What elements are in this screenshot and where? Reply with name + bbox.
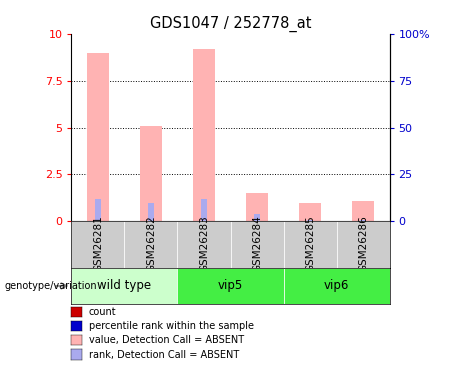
Bar bbox=[230, 221, 284, 268]
Bar bbox=[284, 221, 337, 268]
Bar bbox=[352, 201, 373, 221]
Text: GSM26283: GSM26283 bbox=[199, 215, 209, 272]
Bar bbox=[71, 221, 124, 268]
Bar bbox=[284, 268, 390, 304]
Text: GDS1047 / 252778_at: GDS1047 / 252778_at bbox=[150, 16, 311, 33]
Bar bbox=[87, 53, 108, 221]
Text: GSM26282: GSM26282 bbox=[146, 215, 156, 272]
Text: rank, Detection Call = ABSENT: rank, Detection Call = ABSENT bbox=[89, 350, 239, 360]
Text: vip6: vip6 bbox=[324, 279, 349, 292]
Text: GSM26281: GSM26281 bbox=[93, 215, 103, 272]
Bar bbox=[337, 221, 390, 268]
Bar bbox=[124, 221, 177, 268]
Text: GSM26284: GSM26284 bbox=[252, 215, 262, 272]
Bar bbox=[201, 199, 207, 221]
Bar bbox=[71, 268, 177, 304]
Text: count: count bbox=[89, 307, 116, 317]
Text: genotype/variation: genotype/variation bbox=[5, 281, 97, 291]
Text: wild type: wild type bbox=[97, 279, 152, 292]
Bar bbox=[177, 268, 284, 304]
Bar bbox=[177, 221, 230, 268]
Bar bbox=[246, 193, 267, 221]
Text: GSM26286: GSM26286 bbox=[358, 215, 368, 272]
Text: vip5: vip5 bbox=[218, 279, 243, 292]
Bar bbox=[360, 220, 366, 221]
Text: value, Detection Call = ABSENT: value, Detection Call = ABSENT bbox=[89, 335, 243, 345]
Text: GSM26285: GSM26285 bbox=[305, 215, 315, 272]
Bar bbox=[140, 126, 161, 221]
Bar bbox=[307, 220, 313, 221]
Bar bbox=[193, 49, 214, 221]
Bar bbox=[95, 199, 101, 221]
Bar bbox=[254, 214, 260, 221]
Text: percentile rank within the sample: percentile rank within the sample bbox=[89, 321, 254, 331]
Bar bbox=[299, 202, 320, 221]
Bar bbox=[148, 202, 154, 221]
